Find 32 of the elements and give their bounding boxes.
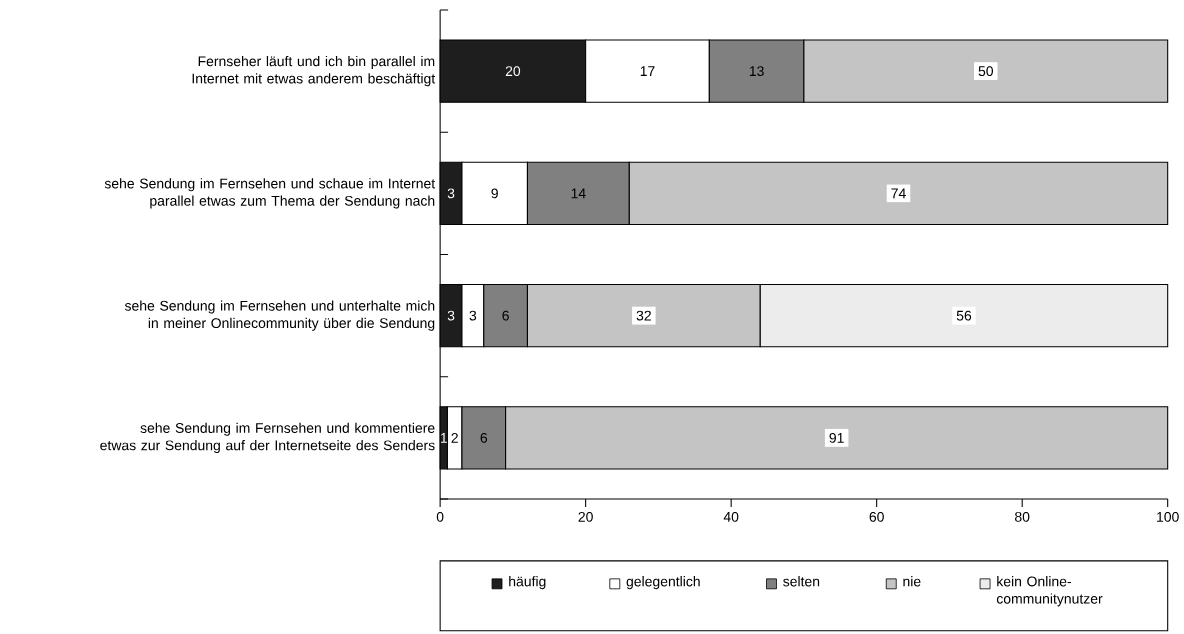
y-tick-label: sehe Sendung im Fernsehen und kommentiere etwas zur Sendung auf der Internetseite des Senders — [100, 422, 435, 454]
x-tick-label: 20 — [578, 512, 593, 522]
data-label: 50 — [978, 66, 994, 77]
legend-label: häufig — [509, 576, 546, 590]
data-label: 56 — [956, 310, 972, 321]
y-tick-label: sehe Sendung im Fernsehen und schaue im Internet parallel etwas zum Thema der Sendung nach — [104, 178, 436, 209]
data-label: 2 — [451, 433, 458, 443]
data-label: 14 — [571, 188, 586, 199]
data-label: 74 — [891, 188, 906, 199]
data-label: 1 — [440, 433, 447, 443]
data-label: 9 — [491, 188, 498, 199]
legend-label: nie — [903, 576, 921, 587]
y-tick-label: Fernseher läuft und ich bin parallel im Internet mit etwas anderem beschäftigt — [192, 56, 436, 87]
data-label: 20 — [505, 66, 521, 77]
data-label: 3 — [469, 310, 477, 321]
data-label: 3 — [447, 310, 455, 321]
data-label: 3 — [447, 188, 455, 199]
x-tick-label: 40 — [723, 512, 739, 522]
data-label: 6 — [480, 433, 488, 443]
data-label: 6 — [502, 310, 509, 321]
data-label: 17 — [640, 66, 655, 77]
y-tick-label: sehe Sendung im Fernsehen und unterhalte mich in meiner Onlinecommunity über die Sendung — [124, 300, 435, 331]
data-label: 91 — [829, 433, 844, 443]
x-tick-label: 60 — [869, 512, 884, 522]
x-tick-label: 0 — [436, 512, 444, 522]
legend-label: gelegentlich — [626, 576, 700, 590]
legend-label: selten — [783, 576, 820, 587]
legend-label: kein Online-communitynutzer — [996, 576, 1103, 607]
data-label: 32 — [636, 310, 651, 321]
x-tick-label: 100 — [1157, 512, 1179, 522]
x-tick-label: 80 — [1015, 512, 1030, 522]
data-label: 13 — [749, 66, 764, 77]
